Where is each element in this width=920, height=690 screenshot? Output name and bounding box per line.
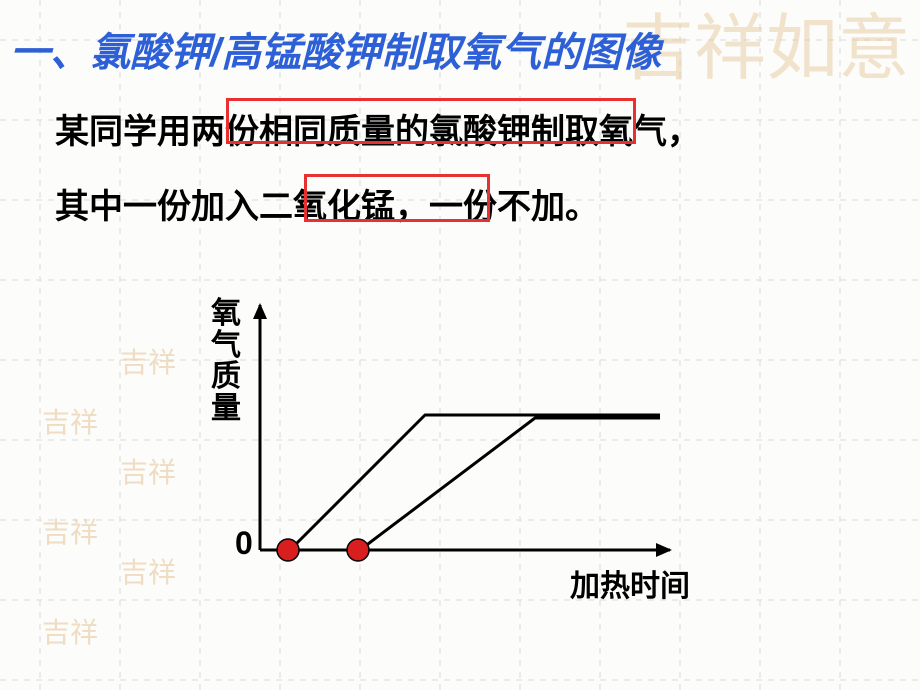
watermark-small: 吉祥: [42, 520, 98, 548]
chart-marker: [347, 539, 369, 561]
section-title: 一、氯酸钾/高锰酸钾制取氧气的图像: [10, 20, 661, 78]
watermark-small: 吉祥: [42, 410, 98, 438]
watermark-small: 吉祥: [120, 460, 176, 488]
x-axis-label: 加热时间: [570, 561, 690, 605]
watermark-small: 吉祥: [120, 350, 176, 378]
y-axis-label: 氧气质量: [210, 298, 242, 424]
highlight-box: [304, 174, 490, 222]
watermark-corner: 吉祥如意: [622, 10, 910, 89]
watermark-small: 吉祥: [120, 560, 176, 588]
watermark-small: 吉祥: [42, 620, 98, 648]
highlight-box: [226, 98, 636, 144]
chart: 氧气质量 0 加热时间: [180, 290, 700, 620]
origin-label: 0: [235, 525, 253, 562]
chart-marker: [277, 539, 299, 561]
